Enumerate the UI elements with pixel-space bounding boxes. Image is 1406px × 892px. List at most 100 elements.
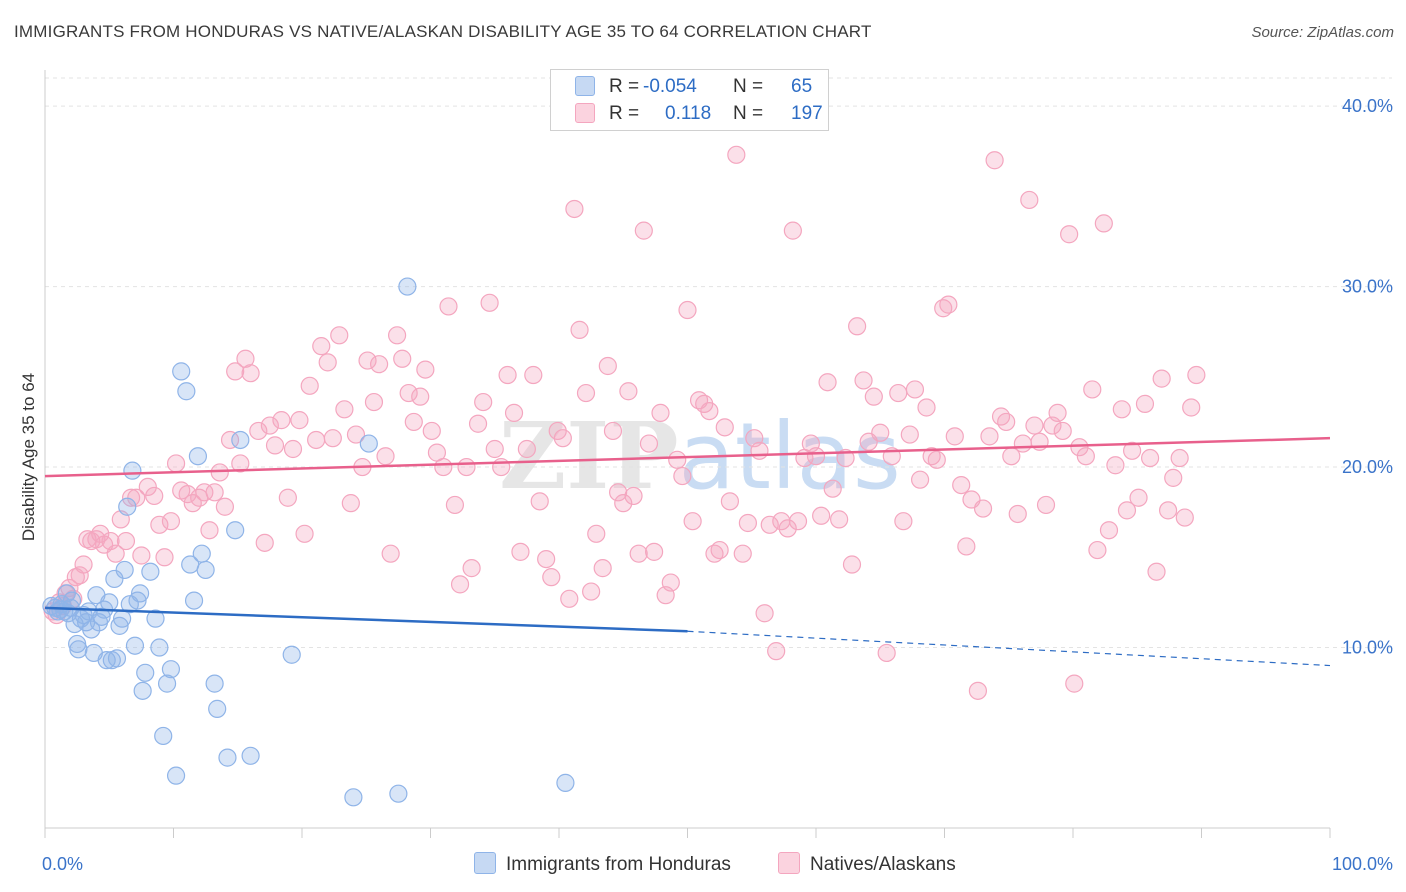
point-natives: [74, 555, 93, 574]
point-natives: [788, 512, 808, 531]
point-natives: [272, 411, 291, 430]
point-natives: [121, 488, 141, 507]
point-natives: [480, 293, 499, 312]
point-natives: [997, 412, 1016, 432]
point-honduras: [192, 544, 211, 563]
legend-r-value: 0.118: [665, 103, 712, 124]
point-natives: [760, 515, 779, 534]
point-honduras: [146, 609, 165, 628]
point-natives: [900, 425, 919, 444]
point-natives: [116, 531, 136, 551]
point-natives: [952, 475, 971, 495]
trend-line-natives: [44, 436, 1331, 478]
point-natives: [1020, 190, 1039, 210]
point-natives: [1099, 521, 1119, 540]
point-honduras: [226, 521, 245, 540]
point-natives: [1076, 447, 1095, 466]
point-natives: [537, 549, 556, 569]
point-natives: [255, 533, 274, 552]
point-natives: [399, 383, 418, 403]
point-natives: [678, 300, 697, 320]
point-natives: [1123, 441, 1142, 460]
point-honduras: [150, 638, 169, 657]
point-natives: [818, 373, 837, 392]
point-natives: [364, 392, 384, 412]
point-natives: [848, 317, 867, 336]
point-natives: [1158, 501, 1178, 520]
point-honduras: [389, 784, 408, 803]
point-honduras: [177, 382, 196, 401]
point-natives: [639, 434, 659, 453]
point-natives: [877, 643, 896, 663]
point-honduras: [196, 560, 215, 580]
point-natives: [624, 486, 643, 506]
point-natives: [683, 512, 702, 531]
point-natives: [673, 466, 692, 486]
point-honduras: [136, 663, 155, 682]
point-natives: [241, 364, 260, 383]
point-natives: [411, 387, 430, 406]
point-natives: [871, 423, 890, 442]
point-natives: [1112, 400, 1131, 419]
point-natives: [1135, 394, 1155, 413]
point-natives: [1025, 416, 1044, 435]
legend-label: Natives/Alaskans: [810, 854, 956, 875]
point-natives: [565, 199, 584, 219]
point-natives: [210, 463, 229, 482]
point-natives: [910, 470, 930, 489]
point-natives: [939, 295, 958, 314]
point-natives: [570, 320, 589, 339]
point-natives: [387, 326, 407, 345]
point-natives: [945, 427, 964, 446]
point-natives: [1094, 214, 1113, 233]
point-natives: [450, 575, 470, 594]
point-natives: [980, 427, 999, 446]
point-natives: [132, 546, 151, 565]
point-natives: [295, 524, 314, 543]
point-natives: [249, 421, 268, 441]
point-honduras: [62, 591, 82, 610]
point-natives: [1147, 562, 1166, 581]
point-natives: [894, 512, 913, 531]
point-natives: [376, 447, 395, 466]
point-natives: [755, 604, 774, 623]
point-natives: [205, 483, 224, 502]
point-natives: [226, 362, 245, 381]
point-honduras: [92, 607, 111, 626]
point-natives: [957, 537, 976, 556]
point-natives: [629, 544, 648, 563]
point-natives: [609, 483, 628, 502]
point-natives: [404, 412, 423, 432]
point-natives: [651, 403, 670, 423]
point-natives: [445, 495, 465, 515]
point-natives: [733, 544, 752, 563]
point-natives: [614, 494, 633, 513]
point-natives: [381, 544, 400, 563]
point-natives: [727, 145, 746, 164]
trend-lines: [44, 436, 1331, 667]
point-natives: [927, 450, 946, 469]
source-label: Source: ZipAtlas.com: [1251, 24, 1394, 41]
point-natives: [1053, 421, 1072, 441]
point-natives: [905, 380, 925, 399]
point-natives: [661, 573, 680, 592]
point-natives: [644, 542, 664, 561]
point-natives: [991, 407, 1011, 426]
point-natives: [231, 454, 250, 473]
point-natives: [155, 548, 174, 567]
point-natives: [1060, 225, 1079, 244]
point-honduras: [123, 461, 142, 480]
legend-swatch-pink: [778, 852, 800, 874]
point-natives: [1036, 495, 1056, 515]
point-natives: [700, 402, 719, 421]
point-natives: [1048, 403, 1067, 423]
point-natives: [1175, 508, 1194, 527]
point-natives: [468, 414, 488, 433]
point-honduras: [184, 591, 204, 610]
point-natives: [138, 477, 157, 496]
correlation-legend: R = -0.054 N = 65 R = 0.118 N = 197: [550, 69, 829, 131]
point-honduras: [115, 560, 134, 580]
legend-n-value: 197: [791, 103, 823, 124]
point-natives: [715, 418, 734, 437]
point-honduras: [161, 660, 181, 679]
